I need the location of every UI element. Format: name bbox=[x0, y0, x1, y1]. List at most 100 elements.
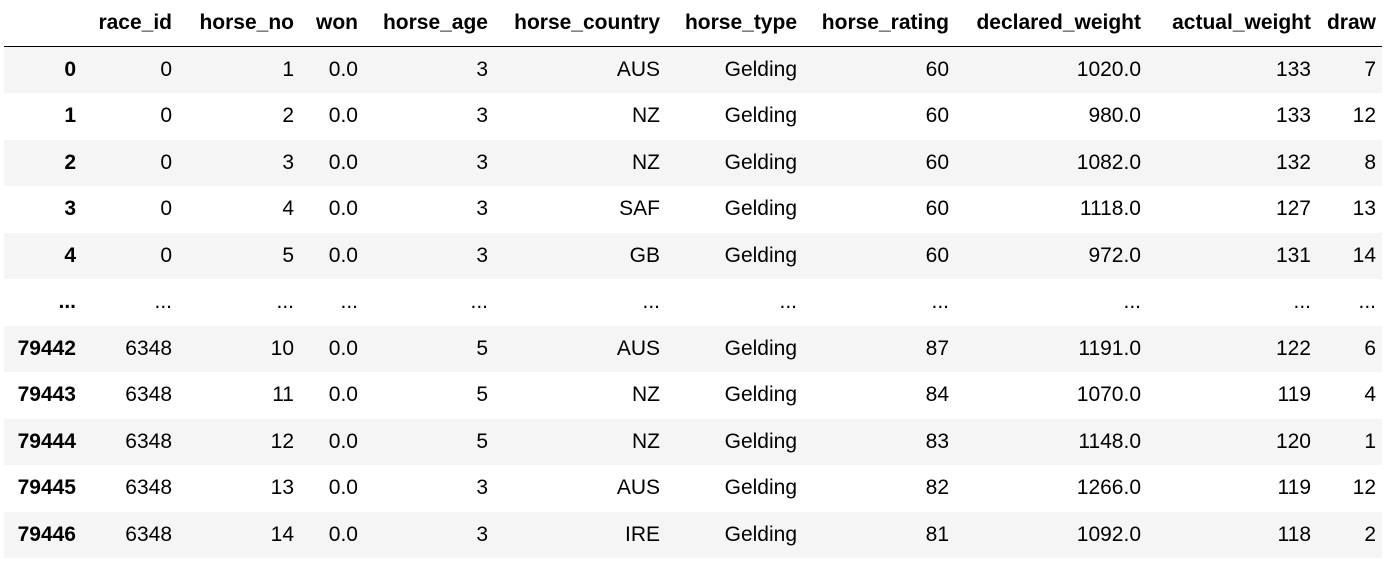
cell-horse-age: 3 bbox=[476, 197, 488, 221]
cell-horse-age: 5 bbox=[476, 429, 488, 453]
cell-race-id: 0 bbox=[160, 197, 172, 221]
dataframe-table: race_id horse_no won horse_age horse_cou… bbox=[4, 0, 1382, 558]
cell-declared-weight: 972.0 bbox=[1088, 243, 1141, 267]
cell-horse-rating: ... bbox=[931, 290, 949, 314]
cell-won: 0.0 bbox=[328, 150, 358, 174]
cell-horse-age: 3 bbox=[476, 150, 488, 174]
cell-won: ... bbox=[340, 290, 358, 314]
cell-draw: 2 bbox=[1364, 522, 1376, 546]
cell-declared-weight: 1020.0 bbox=[1076, 58, 1141, 81]
cell-horse-rating: 60 bbox=[925, 58, 949, 81]
column-header-horse-country: horse_country bbox=[494, 0, 666, 47]
column-header-actual-weight: actual_weight bbox=[1147, 0, 1317, 47]
cell-horse-no: 14 bbox=[270, 522, 294, 546]
cell-horse-rating: 60 bbox=[925, 104, 949, 128]
table-row: 79442 6348 10 0.0 5 AUS Gelding 87 1191.0 122 6 bbox=[4, 325, 1382, 372]
cell-horse-type: Gelding bbox=[724, 104, 797, 128]
cell-horse-age: 3 bbox=[476, 243, 488, 267]
cell-draw: ... bbox=[1358, 290, 1376, 314]
row-index: 79444 bbox=[17, 429, 76, 453]
cell-declared-weight: 1266.0 bbox=[1076, 476, 1141, 500]
cell-draw: 14 bbox=[1352, 243, 1376, 267]
cell-horse-country: SAF bbox=[619, 197, 660, 221]
cell-horse-no: 5 bbox=[282, 243, 294, 267]
cell-declared-weight: 1082.0 bbox=[1076, 150, 1141, 174]
cell-horse-age: 3 bbox=[476, 104, 488, 128]
cell-horse-rating: 60 bbox=[925, 197, 949, 221]
cell-horse-age: ... bbox=[470, 290, 488, 314]
table-row: 4 0 5 0.0 3 GB Gelding 60 972.0 131 14 bbox=[4, 232, 1382, 279]
cell-race-id: 6348 bbox=[125, 522, 172, 546]
cell-race-id: ... bbox=[154, 290, 172, 314]
cell-declared-weight: 1070.0 bbox=[1076, 383, 1141, 407]
cell-horse-type: Gelding bbox=[724, 336, 797, 360]
cell-horse-rating: 81 bbox=[925, 522, 949, 546]
cell-won: 0.0 bbox=[328, 383, 358, 407]
cell-race-id: 0 bbox=[160, 58, 172, 81]
index-header bbox=[4, 0, 82, 47]
column-header-horse-age: horse_age bbox=[364, 0, 494, 47]
cell-horse-type: Gelding bbox=[724, 58, 797, 81]
cell-won: 0.0 bbox=[328, 197, 358, 221]
cell-declared-weight: 1148.0 bbox=[1078, 429, 1141, 453]
cell-won: 0.0 bbox=[328, 243, 358, 267]
cell-horse-country: AUS bbox=[616, 58, 660, 81]
cell-horse-rating: 60 bbox=[925, 150, 949, 174]
cell-horse-type: Gelding bbox=[724, 429, 797, 453]
row-index: 0 bbox=[64, 58, 76, 81]
cell-draw: 8 bbox=[1364, 150, 1376, 174]
cell-actual-weight: 133 bbox=[1275, 58, 1311, 81]
cell-horse-country: AUS bbox=[616, 476, 660, 500]
column-header-won: won bbox=[300, 0, 364, 47]
row-index: ... bbox=[58, 290, 76, 314]
cell-actual-weight: 122 bbox=[1275, 336, 1311, 360]
table-row: 79446 6348 14 0.0 3 IRE Gelding 81 1092.0 118 2 bbox=[4, 511, 1382, 558]
cell-won: 0.0 bbox=[328, 476, 358, 500]
cell-horse-type: ... bbox=[779, 290, 797, 314]
row-index: 79442 bbox=[17, 336, 76, 360]
table-body: 0 0 1 0.0 3 AUS Gelding 60 1020.0 133 7 1 0 2 0.0 3 NZ Ge… bbox=[4, 46, 1382, 558]
cell-won: 0.0 bbox=[328, 429, 358, 453]
cell-horse-no: 1 bbox=[282, 58, 294, 81]
cell-race-id: 0 bbox=[160, 150, 172, 174]
table-row: 79444 6348 12 0.0 5 NZ Gelding 83 1148.0 120 1 bbox=[4, 418, 1382, 465]
cell-horse-no: 10 bbox=[270, 336, 294, 360]
cell-horse-no: 3 bbox=[282, 150, 294, 174]
cell-declared-weight: 1092.0 bbox=[1076, 522, 1141, 546]
cell-draw: 4 bbox=[1364, 383, 1376, 407]
cell-draw: 12 bbox=[1352, 476, 1376, 500]
cell-horse-rating: 83 bbox=[925, 429, 949, 453]
cell-actual-weight: 119 bbox=[1277, 476, 1311, 500]
table-row: 2 0 3 0.0 3 NZ Gelding 60 1082.0 132 8 bbox=[4, 139, 1382, 186]
cell-horse-no: ... bbox=[276, 290, 294, 314]
cell-horse-type: Gelding bbox=[724, 383, 797, 407]
cell-horse-type: Gelding bbox=[724, 476, 797, 500]
cell-actual-weight: 132 bbox=[1275, 150, 1311, 174]
row-index: 79445 bbox=[17, 476, 76, 500]
cell-horse-age: 3 bbox=[476, 476, 488, 500]
row-index: 79446 bbox=[17, 522, 76, 546]
cell-actual-weight: 119 bbox=[1277, 383, 1311, 407]
row-index: 4 bbox=[64, 243, 76, 267]
cell-won: 0.0 bbox=[328, 336, 358, 360]
cell-horse-country: NZ bbox=[632, 429, 660, 453]
cell-horse-age: 5 bbox=[476, 383, 488, 407]
cell-draw: 12 bbox=[1352, 104, 1376, 128]
cell-horse-type: Gelding bbox=[724, 150, 797, 174]
header-row: race_id horse_no won horse_age horse_cou… bbox=[4, 0, 1382, 47]
cell-actual-weight: 127 bbox=[1275, 197, 1311, 221]
cell-actual-weight: ... bbox=[1293, 290, 1311, 314]
table-row: 3 0 4 0.0 3 SAF Gelding 60 1118.0 127 13 bbox=[4, 186, 1382, 233]
table-row: 79445 6348 13 0.0 3 AUS Gelding 82 1266.0 119 12 bbox=[4, 465, 1382, 512]
table-row: 79443 6348 11 0.0 5 NZ Gelding 84 1070.0 119 4 bbox=[4, 372, 1382, 419]
column-header-declared-weight: declared_weight bbox=[955, 0, 1147, 47]
cell-declared-weight: 1191.0 bbox=[1078, 336, 1141, 360]
cell-race-id: 6348 bbox=[125, 429, 172, 453]
cell-horse-no: 11 bbox=[272, 383, 294, 407]
cell-horse-no: 2 bbox=[282, 104, 294, 128]
column-header-horse-no: horse_no bbox=[178, 0, 300, 47]
cell-draw: 6 bbox=[1364, 336, 1376, 360]
cell-horse-country: NZ bbox=[632, 104, 660, 128]
cell-actual-weight: 133 bbox=[1275, 104, 1311, 128]
cell-horse-no: 13 bbox=[270, 476, 294, 500]
